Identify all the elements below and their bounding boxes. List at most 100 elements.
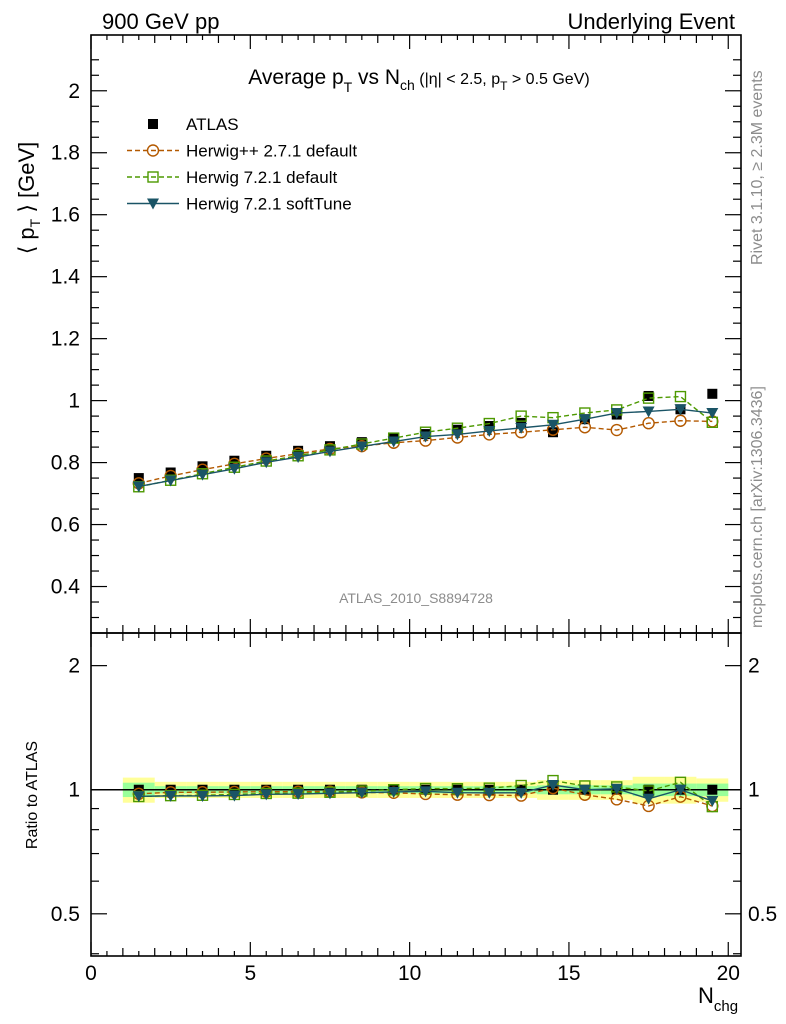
legend-label-herwig-7-2-1-softtune: Herwig 7.2.1 softTune <box>186 195 352 214</box>
legend-label-atlas: ATLAS <box>186 115 239 134</box>
ratio-point-atlas <box>165 784 176 795</box>
legend: ATLAS Herwig++ 2.7.1 default Herwig 7.2.1 … <box>127 115 357 214</box>
ratio-point-herwig-7-2-1-softtune <box>164 790 177 802</box>
ratio-point-herwig-7-2-1-softtune <box>196 790 209 802</box>
title-cond1: (|η| < 2.5, p <box>415 71 500 88</box>
point-herwig-7-2-1-default <box>515 410 527 422</box>
y-tick-label: 0.4 <box>51 576 81 599</box>
ylabel-sub: T <box>27 218 43 227</box>
main-series <box>132 388 719 493</box>
point-atlas <box>165 467 176 478</box>
y-tick-label: 0.6 <box>51 514 80 537</box>
ratio-y-tick-label: 0.5 <box>51 903 80 926</box>
rivet-version-text: Rivet 3.1.10, ≥ 2.3M events <box>749 70 766 265</box>
ratio-point-atlas <box>133 784 144 795</box>
mcplots-text: mcplots.cern.ch [arXiv:1306.3436] <box>749 386 766 628</box>
ratio-ticks: 0.5 0.5 1 1 2 2 <box>51 633 777 956</box>
point-herwig-7-2-1-softtune <box>355 441 368 453</box>
ylabel-post: ⟩ [GeV] <box>14 142 39 219</box>
title-sub1: T <box>344 79 353 95</box>
point-atlas <box>324 441 335 452</box>
point-herwig-7-2-1-softtune <box>196 469 209 481</box>
ratio-panel: 0.5 0.5 1 1 2 2 Ratio to ATLAS <box>24 632 777 957</box>
point-herwig-7-2-1-default <box>642 392 655 404</box>
y-tick-label: 1.6 <box>51 204 80 227</box>
xtick-labels: 0 5 10 15 20 <box>85 962 740 985</box>
y-tick-label: 2 <box>68 80 80 103</box>
ratio-point-herwig-7-2-1-softtune <box>547 779 560 791</box>
legend-marker-herwig-2-7-1-default <box>146 144 160 157</box>
ylabel-pre: ⟨ p <box>14 227 39 254</box>
header-left: 900 GeV pp <box>102 9 219 34</box>
ratio-series <box>132 774 719 813</box>
ratio-point-atlas <box>643 784 654 795</box>
point-herwig-7-2-1-softtune <box>419 431 432 443</box>
analysis-watermark: ATLAS_2010_S8894728 <box>339 590 493 606</box>
point-herwig-7-2-1-softtune <box>164 475 177 487</box>
legend-label-herwig-2-7-1-default: Herwig++ 2.7.1 default <box>186 142 357 161</box>
chart-title: Average pT vs Nch (|η| < 2.5, pT > 0.5 G… <box>248 66 589 95</box>
point-herwig-7-2-1-softtune <box>674 404 687 416</box>
point-herwig-7-2-1-softtune <box>132 481 145 493</box>
title-main2: vs N <box>352 66 400 89</box>
ratio-point-herwig-7-2-1-softtune <box>260 789 273 801</box>
title-cond2: > 0.5 GeV) <box>507 71 589 88</box>
ratio-point-herwig-7-2-1-softtune <box>132 791 145 803</box>
point-herwig-7-2-1-softtune <box>228 463 241 475</box>
ratio-y-tick-label-right: 0.5 <box>748 903 777 926</box>
xlabel-sub: chg <box>714 998 738 1015</box>
point-herwig-7-2-1-softtune <box>387 436 400 448</box>
main-ytick-labels: 0.4 0.6 0.8 1 1.2 1.4 1.6 1.8 2 <box>51 80 81 599</box>
y-tick-label: 1.8 <box>51 142 80 165</box>
point-herwig-2-7-1-default <box>642 417 655 430</box>
y-tick-label: 0.8 <box>51 452 80 475</box>
ratio-y-axis-label: Ratio to ATLAS <box>24 741 41 849</box>
y-tick-label: 1.4 <box>51 266 81 289</box>
point-atlas <box>643 390 654 401</box>
legend-marker-herwig-7-2-1-default <box>147 171 159 183</box>
point-herwig-2-7-1-default <box>610 423 623 437</box>
y-tick-label: 1.2 <box>51 328 80 351</box>
x-tick-label: 0 <box>85 962 97 985</box>
point-herwig-7-2-1-default <box>674 390 687 403</box>
ratio-frame <box>90 632 742 957</box>
point-herwig-7-2-1-softtune <box>260 457 273 469</box>
ratio-point-herwig-7-2-1-softtune <box>578 784 591 796</box>
point-herwig-7-2-1-softtune <box>292 452 305 464</box>
point-herwig-7-2-1-softtune <box>547 419 560 431</box>
point-herwig-7-2-1-softtune <box>451 429 464 441</box>
ratio-point-herwig-7-2-1-softtune <box>515 787 528 799</box>
x-tick-label: 10 <box>398 962 421 985</box>
ratio-y-tick-label-right: 2 <box>748 655 760 678</box>
ratio-y-tick-label: 1 <box>68 779 80 802</box>
series-line-herwig-7-2-1-softtune <box>138 408 713 488</box>
point-herwig-7-2-1-softtune <box>706 408 719 420</box>
ratio-y-tick-label: 2 <box>68 655 80 678</box>
x-tick-label: 15 <box>557 962 580 985</box>
main-panel: 0.40.60.811.21.41.61.82 Average pT vs Nc… <box>14 34 742 634</box>
x-tick-label: 5 <box>244 962 256 985</box>
point-atlas <box>548 427 559 438</box>
ratio-point-herwig-7-2-1-softtune <box>642 793 655 805</box>
legend-marker-herwig-7-2-1-softtune <box>147 198 159 210</box>
ratio-point-herwig-7-2-1-softtune <box>228 790 241 802</box>
legend-marker-atlas <box>148 119 158 129</box>
y-axis-label: ⟨ pT ⟩ [GeV] <box>14 142 43 255</box>
ratio-point-herwig-7-2-1-softtune <box>355 787 368 799</box>
xlabel-main: N <box>698 983 714 1008</box>
point-herwig-7-2-1-softtune <box>578 414 591 426</box>
ratio-point-atlas <box>707 784 718 795</box>
header-right: Underlying Event <box>567 9 735 34</box>
ratio-point-herwig-7-2-1-softtune <box>323 788 336 800</box>
point-herwig-7-2-1-softtune <box>515 422 528 434</box>
ratio-point-herwig-7-2-1-softtune <box>451 787 464 799</box>
point-herwig-7-2-1-softtune <box>642 406 655 418</box>
legend-label-herwig-7-2-1-default: Herwig 7.2.1 default <box>186 168 337 187</box>
main-ticks <box>90 35 741 633</box>
point-herwig-7-2-1-softtune <box>610 408 623 420</box>
x-axis-label: Nchg <box>698 983 738 1015</box>
point-atlas <box>197 461 208 472</box>
ratio-point-herwig-7-2-1-softtune <box>419 786 432 798</box>
title-main1: Average p <box>248 66 343 89</box>
